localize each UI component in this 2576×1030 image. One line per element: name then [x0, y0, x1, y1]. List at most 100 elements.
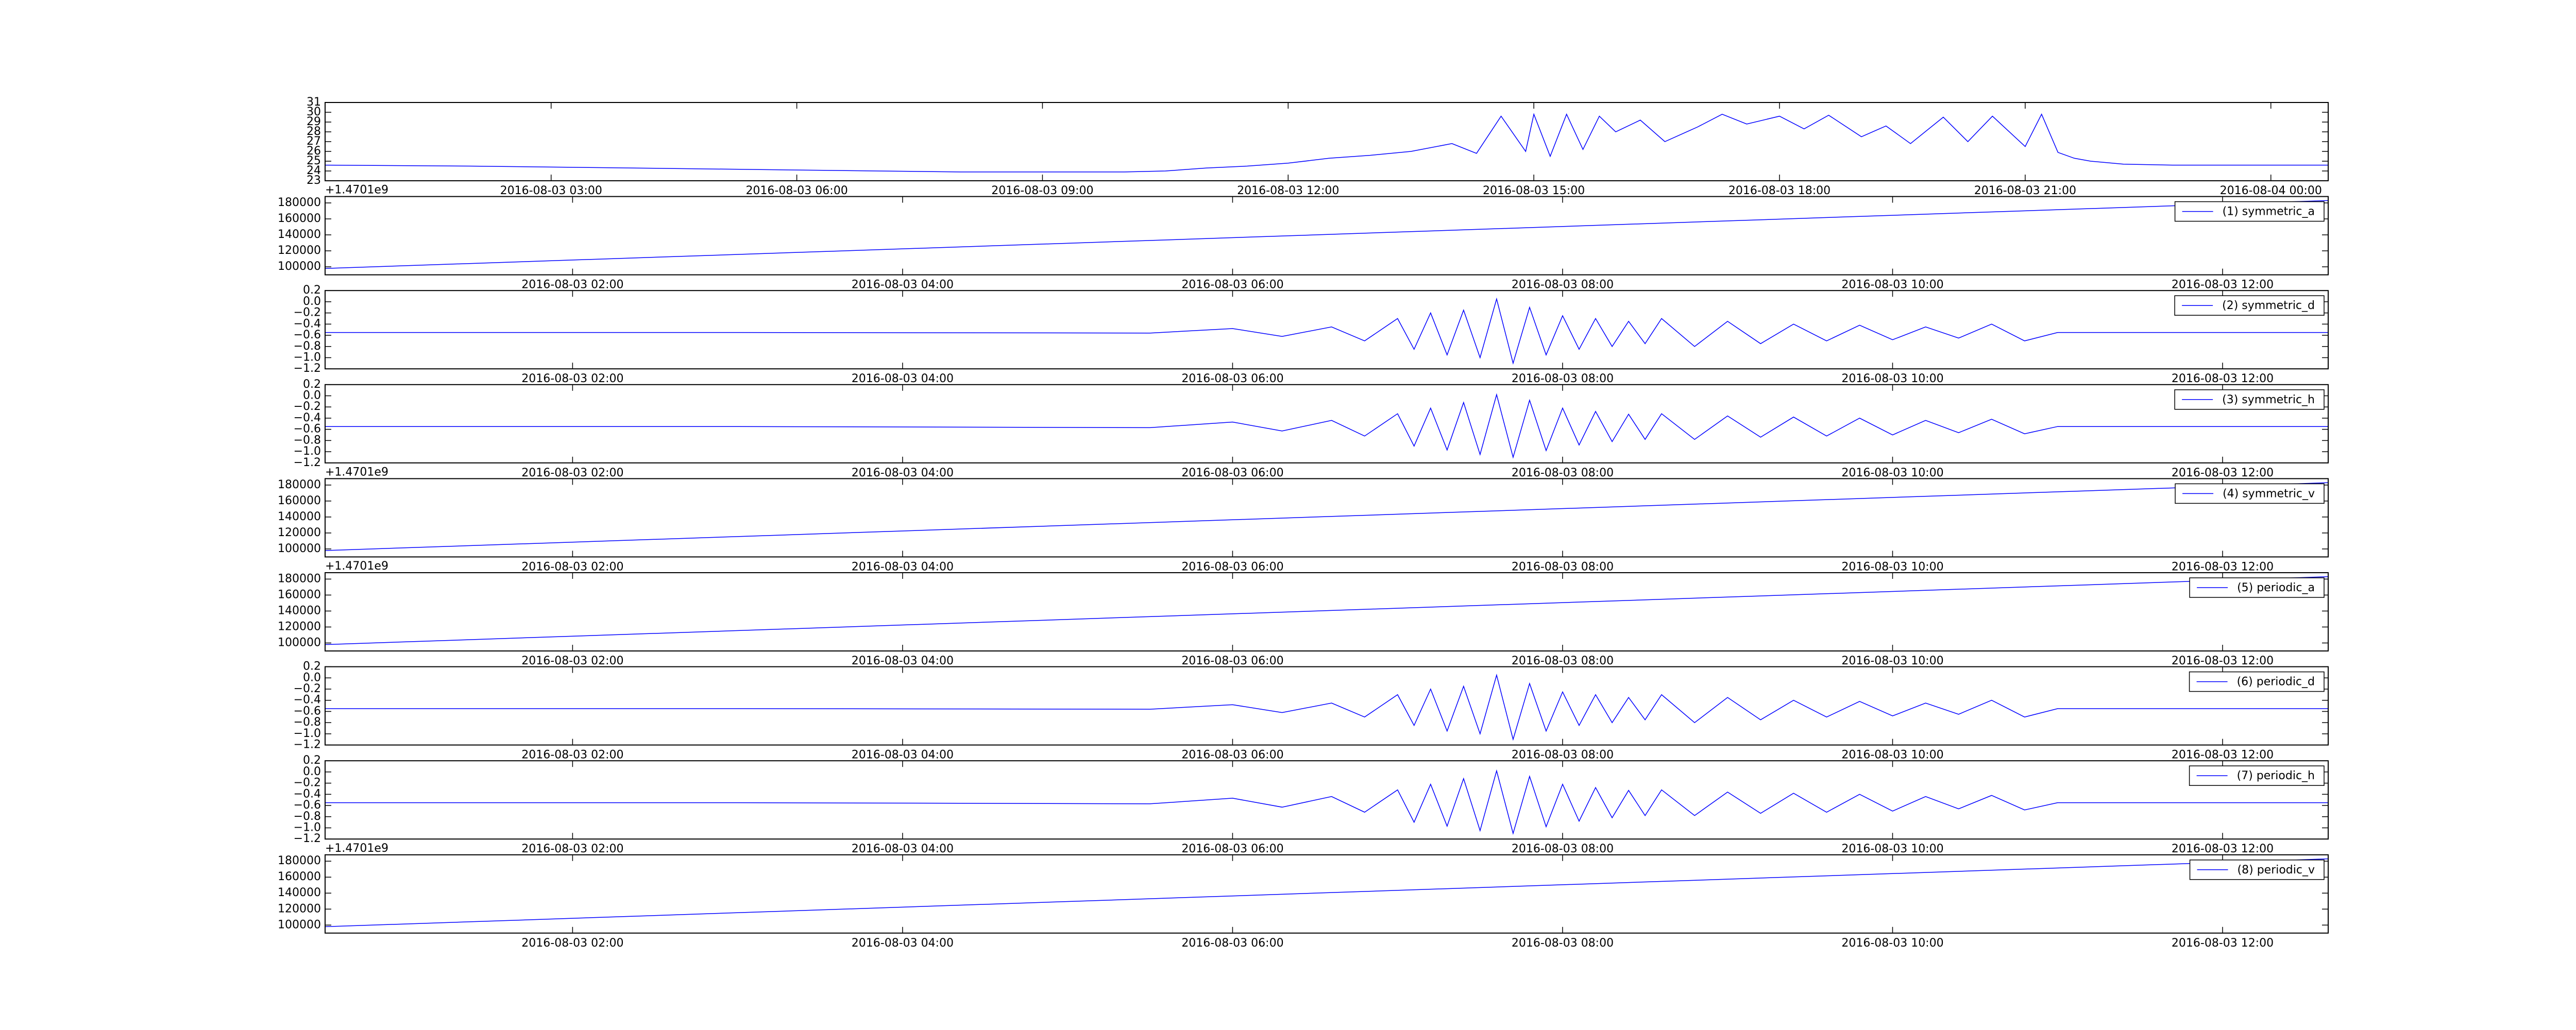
y-tick-label: −0.8: [294, 810, 321, 823]
y-tick-label: −1.0: [294, 821, 321, 834]
x-tick-label: 2016-08-03 12:00: [2172, 749, 2274, 762]
y-tick-label: 0.0: [303, 671, 321, 684]
y-tick-label: 0.0: [303, 389, 321, 402]
x-tick-label: 2016-08-03 02:00: [521, 655, 623, 667]
x-tick-label: 2016-08-03 04:00: [852, 843, 954, 855]
x-tick-label: 2016-08-03 08:00: [1512, 560, 1614, 573]
x-tick-label: 2016-08-03 12:00: [2172, 843, 2274, 855]
x-tick-label: 2016-08-03 04:00: [852, 467, 954, 479]
x-tick-label: 2016-08-03 08:00: [1512, 937, 1614, 950]
x-tick-label: 2016-08-03 04:00: [852, 655, 954, 667]
y-tick-label: −0.4: [294, 411, 321, 424]
line: [325, 576, 2329, 645]
x-tick-label: 2016-08-03 02:00: [521, 749, 623, 762]
y-tick-label: −0.4: [294, 787, 321, 800]
legend: (1) symmetric_a: [2174, 201, 2325, 222]
legend: (4) symmetric_v: [2175, 483, 2325, 504]
axes-frame: [325, 854, 2329, 934]
x-tick-label: 2016-08-03 10:00: [1841, 467, 1943, 479]
x-tick-label: 2016-08-03 02:00: [521, 937, 623, 950]
x-tick-label: 2016-08-03 06:00: [745, 184, 848, 197]
legend-label: (5) periodic_a: [2237, 581, 2315, 594]
x-tick-label: 2016-08-03 21:00: [1974, 184, 2076, 197]
x-tick-label: 2016-08-03 10:00: [1841, 655, 1943, 667]
y-tick-label: −1.0: [294, 351, 321, 364]
y-tick-label: −0.2: [294, 777, 321, 789]
line: [325, 113, 2328, 173]
y-tick-label: 0.0: [303, 295, 321, 308]
offset-text: +1.4701e9: [325, 184, 388, 197]
y-tick-label: −0.8: [294, 716, 321, 729]
line: [325, 482, 2329, 551]
offset-text: +1.4701e9: [325, 842, 388, 855]
y-tick-label: 100000: [278, 636, 321, 649]
legend-label: (4) symmetric_v: [2223, 487, 2315, 500]
axes-frame: [325, 290, 2329, 370]
y-tick-label: 120000: [278, 620, 321, 633]
x-tick-label: 2016-08-03 02:00: [521, 279, 623, 291]
x-tick-label: 2016-08-03 15:00: [1483, 184, 1585, 197]
x-tick-label: 2016-08-03 06:00: [1181, 279, 1283, 291]
y-tick-label: 140000: [278, 604, 321, 617]
y-tick-label: 27: [307, 135, 321, 148]
y-tick-label: 28: [307, 125, 321, 138]
axes-frame: [325, 478, 2329, 558]
x-tick-label: 2016-08-03 08:00: [1512, 749, 1614, 762]
line: [325, 674, 2328, 741]
y-tick-label: −0.4: [294, 317, 321, 330]
y-tick-label: 180000: [278, 854, 321, 867]
x-tick-label: 2016-08-03 04:00: [852, 749, 954, 762]
legend: (8) periodic_v: [2189, 860, 2325, 880]
y-tick-label: 160000: [278, 870, 321, 883]
y-tick-label: 24: [307, 164, 321, 177]
x-tick-label: 2016-08-03 03:00: [500, 184, 602, 197]
line: [325, 200, 2329, 269]
x-tick-label: 2016-08-03 12:00: [2172, 937, 2274, 950]
axes-frame: [325, 196, 2329, 276]
x-tick-label: 2016-08-03 18:00: [1728, 184, 1831, 197]
x-tick-label: 2016-08-03 04:00: [852, 937, 954, 950]
y-tick-label: 25: [307, 154, 321, 167]
y-tick-label: 26: [307, 145, 321, 158]
x-tick-label: 2016-08-03 08:00: [1512, 279, 1614, 291]
y-tick-label: −1.0: [294, 445, 321, 458]
legend-label: (7) periodic_h: [2237, 769, 2315, 782]
axes-frame: [325, 572, 2329, 651]
x-tick-label: 2016-08-03 12:00: [2172, 372, 2274, 385]
x-tick-label: 2016-08-03 12:00: [2172, 560, 2274, 573]
x-tick-label: 2016-08-03 02:00: [521, 560, 623, 573]
x-tick-label: 2016-08-03 06:00: [1181, 843, 1283, 855]
x-tick-label: 2016-08-03 12:00: [1237, 184, 1339, 197]
y-tick-label: 0.2: [303, 660, 321, 673]
y-tick-label: 140000: [278, 886, 321, 899]
y-tick-label: 0.2: [303, 284, 321, 297]
x-tick-label: 2016-08-03 06:00: [1181, 655, 1283, 667]
x-tick-label: 2016-08-03 04:00: [852, 560, 954, 573]
y-tick-label: 140000: [278, 510, 321, 523]
x-tick-label: 2016-08-03 08:00: [1512, 843, 1614, 855]
y-tick-label: 0.2: [303, 378, 321, 391]
y-tick-label: −1.2: [294, 832, 321, 845]
legend: (3) symmetric_h: [2174, 389, 2325, 410]
x-tick-label: 2016-08-03 06:00: [1181, 937, 1283, 950]
x-tick-label: 2016-08-03 06:00: [1181, 372, 1283, 385]
x-tick-label: 2016-08-03 06:00: [1181, 560, 1283, 573]
axes-frame: [325, 666, 2329, 746]
x-tick-label: 2016-08-03 10:00: [1841, 843, 1943, 855]
x-tick-label: 2016-08-03 04:00: [852, 279, 954, 291]
y-tick-label: 160000: [278, 212, 321, 225]
axes-frame: [325, 760, 2329, 840]
legend-label: (2) symmetric_d: [2222, 299, 2315, 312]
y-tick-label: 100000: [278, 260, 321, 273]
legend: (7) periodic_h: [2189, 765, 2325, 786]
x-tick-label: 2016-08-03 08:00: [1512, 655, 1614, 667]
x-tick-label: 2016-08-03 08:00: [1512, 372, 1614, 385]
y-tick-label: 30: [307, 106, 321, 118]
y-tick-label: 100000: [278, 542, 321, 555]
x-tick-label: 2016-08-03 02:00: [521, 372, 623, 385]
x-tick-label: 2016-08-03 12:00: [2172, 655, 2274, 667]
offset-text: +1.4701e9: [325, 466, 388, 478]
x-tick-label: 2016-08-03 06:00: [1181, 749, 1283, 762]
x-tick-label: 2016-08-03 10:00: [1841, 372, 1943, 385]
x-tick-label: 2016-08-03 10:00: [1841, 937, 1943, 950]
